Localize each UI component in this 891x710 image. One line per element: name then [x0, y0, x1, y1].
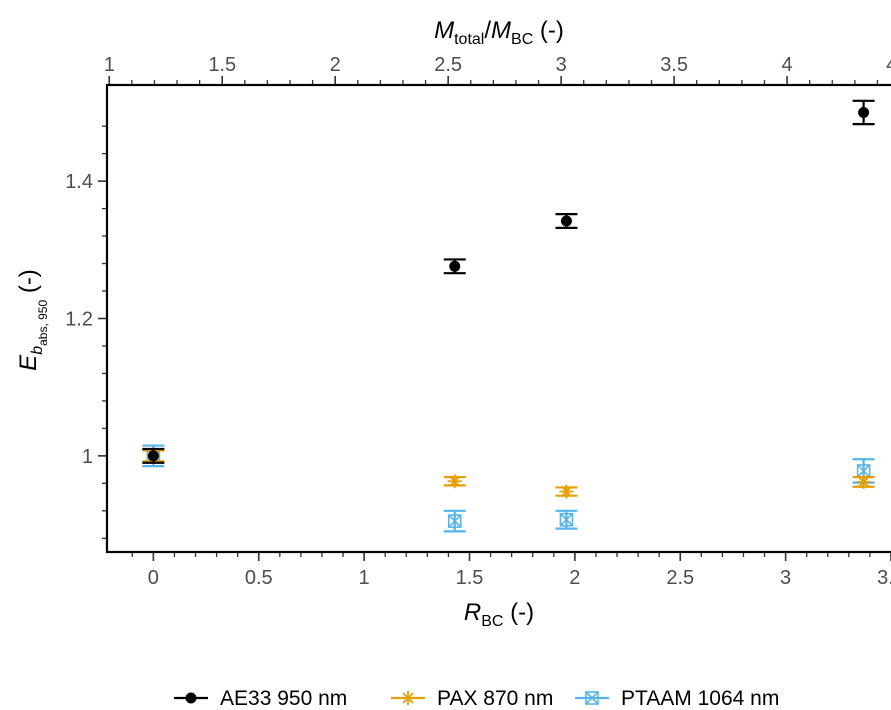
bottom-tick-label: 3 — [780, 567, 791, 589]
ptaam-1064-nm-point — [447, 514, 462, 528]
bottom-axis-title: RBC (-) — [464, 599, 534, 630]
top-axis-title: Mtotal/MBC (-) — [434, 17, 564, 48]
top-axis-title-sub2: BC — [511, 31, 533, 48]
legend-pax-870-nm-point — [401, 691, 415, 705]
left-axis-title-main: E — [15, 354, 42, 371]
pax-870-nm-point — [559, 484, 574, 499]
bottom-axis-title-suffix: (-) — [503, 599, 534, 626]
top-axis-title-mid: / — [484, 17, 491, 44]
left-axis-title-subsub: abs, 950 — [36, 300, 50, 346]
bottom-tick-label: 0.5 — [245, 567, 273, 589]
ae33-950-nm-point — [147, 450, 159, 462]
legend-item-ptaam-1064-nm: PTAAM 1064 nm — [575, 687, 779, 710]
left-tick-label: 1 — [82, 446, 93, 468]
left-axis-title: Ebabs, 950 (-) — [15, 269, 50, 371]
left-axis-title-sub: b — [29, 346, 46, 355]
top-axis-title-suffix: (-) — [533, 17, 564, 44]
ae33-950-nm-point — [858, 106, 870, 118]
top-tick-label: 2 — [330, 54, 341, 76]
bottom-tick-label: 3.5 — [877, 567, 891, 589]
top-tick-label: 2.5 — [434, 54, 462, 76]
bottom-tick-label: 1.5 — [456, 567, 484, 589]
legend-item-pax-870-nm: PAX 870 nm — [391, 687, 553, 710]
legend-item-ae33-950-nm: AE33 950 nm — [174, 687, 347, 710]
top-axis-title-m1: M — [434, 17, 454, 44]
ae33-950-nm-point — [449, 260, 461, 272]
bottom-tick-label: 2 — [569, 567, 580, 589]
bottom-tick-label: 1 — [359, 567, 370, 589]
legend-label-ae33-950-nm: AE33 950 nm — [220, 687, 347, 710]
top-tick-label: 4.5 — [886, 54, 891, 76]
legend-ae33-950-nm-point — [185, 692, 197, 704]
plot-frame — [105, 83, 891, 554]
top-tick-label: 3.5 — [660, 54, 688, 76]
left-tick-label: 1.2 — [65, 309, 93, 331]
legend-ptaam-1064-nm-point — [585, 691, 599, 705]
ae33-950-nm-point — [560, 215, 572, 227]
top-axis-title-sub1: total — [454, 31, 484, 48]
legend-label-pax-870-nm: PAX 870 nm — [437, 687, 553, 710]
bottom-tick-label: 0 — [148, 567, 159, 589]
top-tick-label: 1 — [104, 54, 115, 76]
ptaam-1064-nm-point — [559, 512, 574, 527]
left-axis-title-suffix: (-) — [15, 269, 42, 300]
legend-label-ptaam-1064-nm: PTAAM 1064 nm — [621, 687, 779, 710]
series-pax-870-nm — [142, 448, 875, 499]
top-tick-label: 1.5 — [208, 54, 236, 76]
top-axis-title-m2: M — [491, 17, 511, 44]
pax-870-nm-point — [447, 474, 462, 489]
series-ae33-950-nm — [142, 99, 875, 464]
top-tick-label: 3 — [556, 54, 567, 76]
bottom-axis-title-main: R — [464, 599, 481, 626]
top-tick-label: 4 — [782, 54, 793, 76]
bottom-axis-title-sub: BC — [481, 613, 503, 630]
series-layer — [142, 99, 875, 533]
tick-layer: 0 0.5 1 1.5 2 2.5 3 3.5 1 1.5 2 2.5 3 3.5 4 4.5 1 1.2 1.4 — [65, 54, 891, 589]
bottom-tick-label: 2.5 — [666, 567, 694, 589]
left-tick-label: 1.4 — [65, 171, 93, 193]
pax-870-nm-point — [856, 474, 871, 489]
legend: AE33 950 nm PAX 870 nm PTAAM 1064 nm — [174, 687, 779, 710]
